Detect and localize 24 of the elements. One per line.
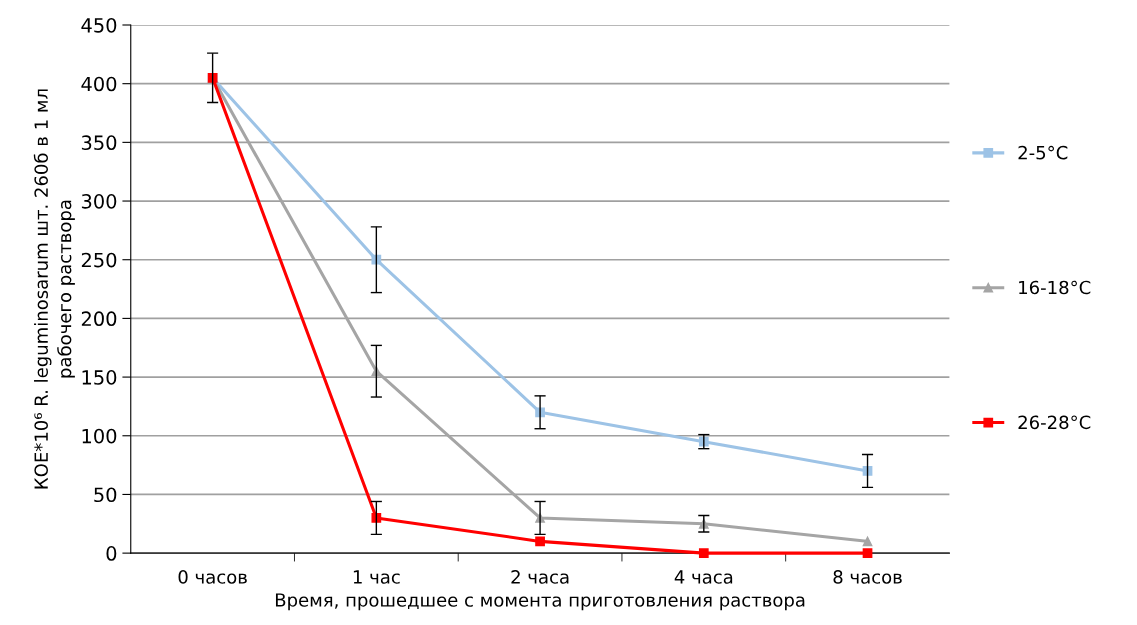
y-tick-label: 450 xyxy=(81,17,117,33)
y-tick-label: 50 xyxy=(94,487,117,503)
y-tick-label: 100 xyxy=(82,428,117,444)
x-tick-label: 1 час xyxy=(353,570,400,584)
x-tick-label: 0 часов xyxy=(178,570,247,584)
y-tick-label: 200 xyxy=(81,311,117,327)
y-tick-label: 350 xyxy=(81,135,117,151)
point xyxy=(698,548,709,558)
x-tick-label: 2 часа xyxy=(511,570,569,584)
y-tick-label: 0 xyxy=(106,546,117,561)
y-tick-label: 150 xyxy=(82,370,117,385)
x-tick-label: 4 часа xyxy=(674,570,733,584)
y-tick-label: 400 xyxy=(81,76,117,92)
y-tick-label: 250 xyxy=(81,252,117,268)
x-axis-title: Время, прошедшее с момента приготовления раствора xyxy=(275,593,805,611)
legend-label: 26-28°C xyxy=(1018,415,1091,430)
point xyxy=(862,536,873,547)
legend-label: 2-5°C xyxy=(1018,145,1068,160)
point xyxy=(535,536,545,547)
y-axis-title: КОЕ*10⁶ R. leguminosarum шт. 260б в 1 мл рабочего раствора xyxy=(33,89,75,489)
x-tick-label: 8 часов xyxy=(833,570,902,584)
legend-label: 16-18°C xyxy=(1019,280,1091,295)
y-tick-label: 300 xyxy=(81,194,117,209)
point xyxy=(862,548,873,558)
